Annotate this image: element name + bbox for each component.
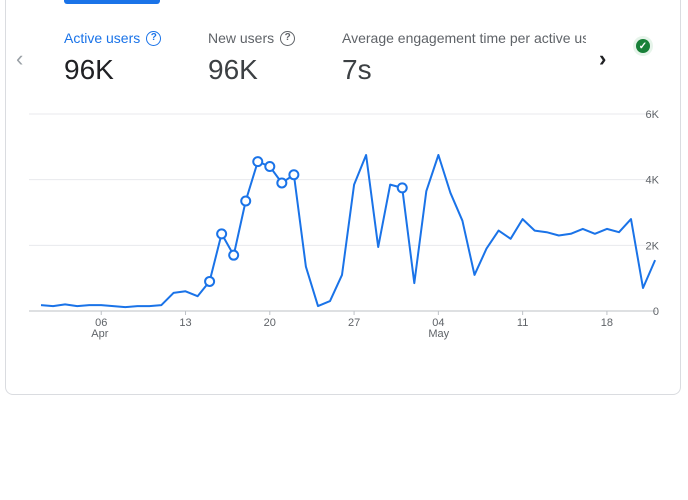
y-tick-label: 0: [653, 306, 659, 318]
y-tick-label: 4K: [646, 175, 660, 187]
metric-value: 7s: [342, 54, 372, 85]
metric-new-users[interactable]: New users ? 96K: [208, 30, 296, 86]
help-icon[interactable]: ?: [146, 30, 162, 46]
help-icon[interactable]: ?: [280, 30, 296, 46]
x-tick-label: 11: [517, 317, 528, 329]
metrics-card: ‹ Active users ? 96K New users ? 96K Ave…: [5, 0, 681, 395]
metric-label: New users: [208, 30, 275, 46]
data-point: [252, 156, 264, 168]
x-tick-label: 13: [179, 317, 191, 329]
x-tick-label: 06: [95, 317, 107, 329]
metric-value: 96K: [64, 54, 114, 85]
chevron-left-icon[interactable]: ‹: [16, 46, 24, 71]
metric-avg-engagement-time[interactable]: Average engagement time per active us 7s: [342, 30, 586, 86]
data-point: [276, 177, 288, 189]
series-line: [40, 154, 657, 309]
metric-label: Active users: [64, 30, 141, 46]
x-tick-label: 20: [264, 317, 276, 329]
metric-label: Average engagement time per active us: [342, 30, 586, 46]
data-point: [396, 182, 408, 194]
active-tab-indicator: [64, 0, 160, 4]
status-check-icon[interactable]: ✓: [633, 36, 653, 56]
data-point: [228, 249, 240, 261]
metric-value: 96K: [208, 54, 258, 85]
data-point: [264, 161, 276, 173]
y-tick-label: 6K: [646, 109, 660, 121]
x-tick-label: 18: [601, 317, 613, 329]
metric-active-users[interactable]: Active users ? 96K: [64, 30, 162, 86]
chevron-right-icon[interactable]: ›: [599, 46, 607, 71]
y-tick-label: 2K: [646, 240, 660, 252]
x-tick-month-label: May: [428, 328, 449, 340]
data-point: [288, 169, 300, 181]
data-point: [240, 195, 252, 207]
x-tick-label: 27: [348, 317, 360, 329]
data-point: [204, 275, 216, 287]
data-point: [216, 228, 228, 240]
x-tick-month-label: Apr: [91, 328, 108, 340]
x-tick-label: 04: [432, 317, 444, 329]
checkmark-icon: ✓: [636, 39, 650, 53]
